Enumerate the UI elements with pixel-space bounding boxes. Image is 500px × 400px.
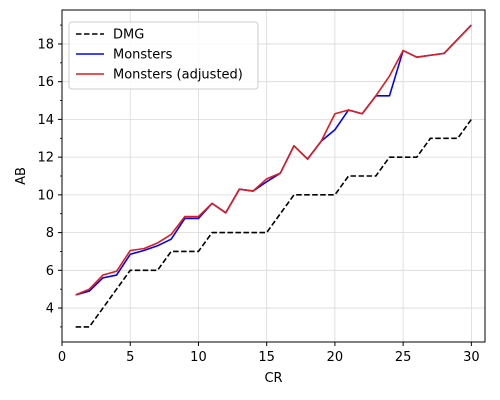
x-tick-label: 15	[258, 350, 275, 365]
y-tick-label: 6	[46, 264, 54, 279]
series-line-2	[75, 24, 472, 296]
x-axis-label: CR	[264, 371, 282, 386]
x-tick-label: 30	[463, 350, 480, 365]
y-axis-ticks: 4 6 8 10 12 14 16 18	[37, 24, 62, 328]
y-tick-label: 18	[37, 37, 54, 52]
series-lines	[75, 24, 472, 328]
y-tick-label: 14	[37, 113, 54, 128]
legend: DMG Monsters Monsters (adjusted)	[68, 21, 259, 90]
y-tick-label: 4	[46, 302, 54, 317]
x-tick-label: 10	[190, 350, 207, 365]
legend-entry-label: DMG	[113, 28, 144, 43]
series-line-0	[75, 118, 472, 328]
x-tick-label: 25	[395, 350, 412, 365]
y-tick-label: 10	[37, 188, 54, 203]
legend-entry-label: Monsters (adjusted)	[113, 68, 243, 83]
legend-entry-label: Monsters	[113, 48, 173, 63]
y-tick-label: 16	[37, 75, 54, 90]
legend-box	[68, 21, 259, 90]
y-tick-label: 12	[37, 151, 54, 166]
x-tick-label: 0	[58, 350, 66, 365]
x-axis-ticks: 0 5 10 15 20 25 30	[58, 342, 480, 365]
y-axis-label: AB	[14, 167, 29, 185]
x-tick-label: 5	[126, 350, 134, 365]
x-tick-label: 20	[327, 350, 344, 365]
y-tick-label: 8	[46, 226, 54, 241]
